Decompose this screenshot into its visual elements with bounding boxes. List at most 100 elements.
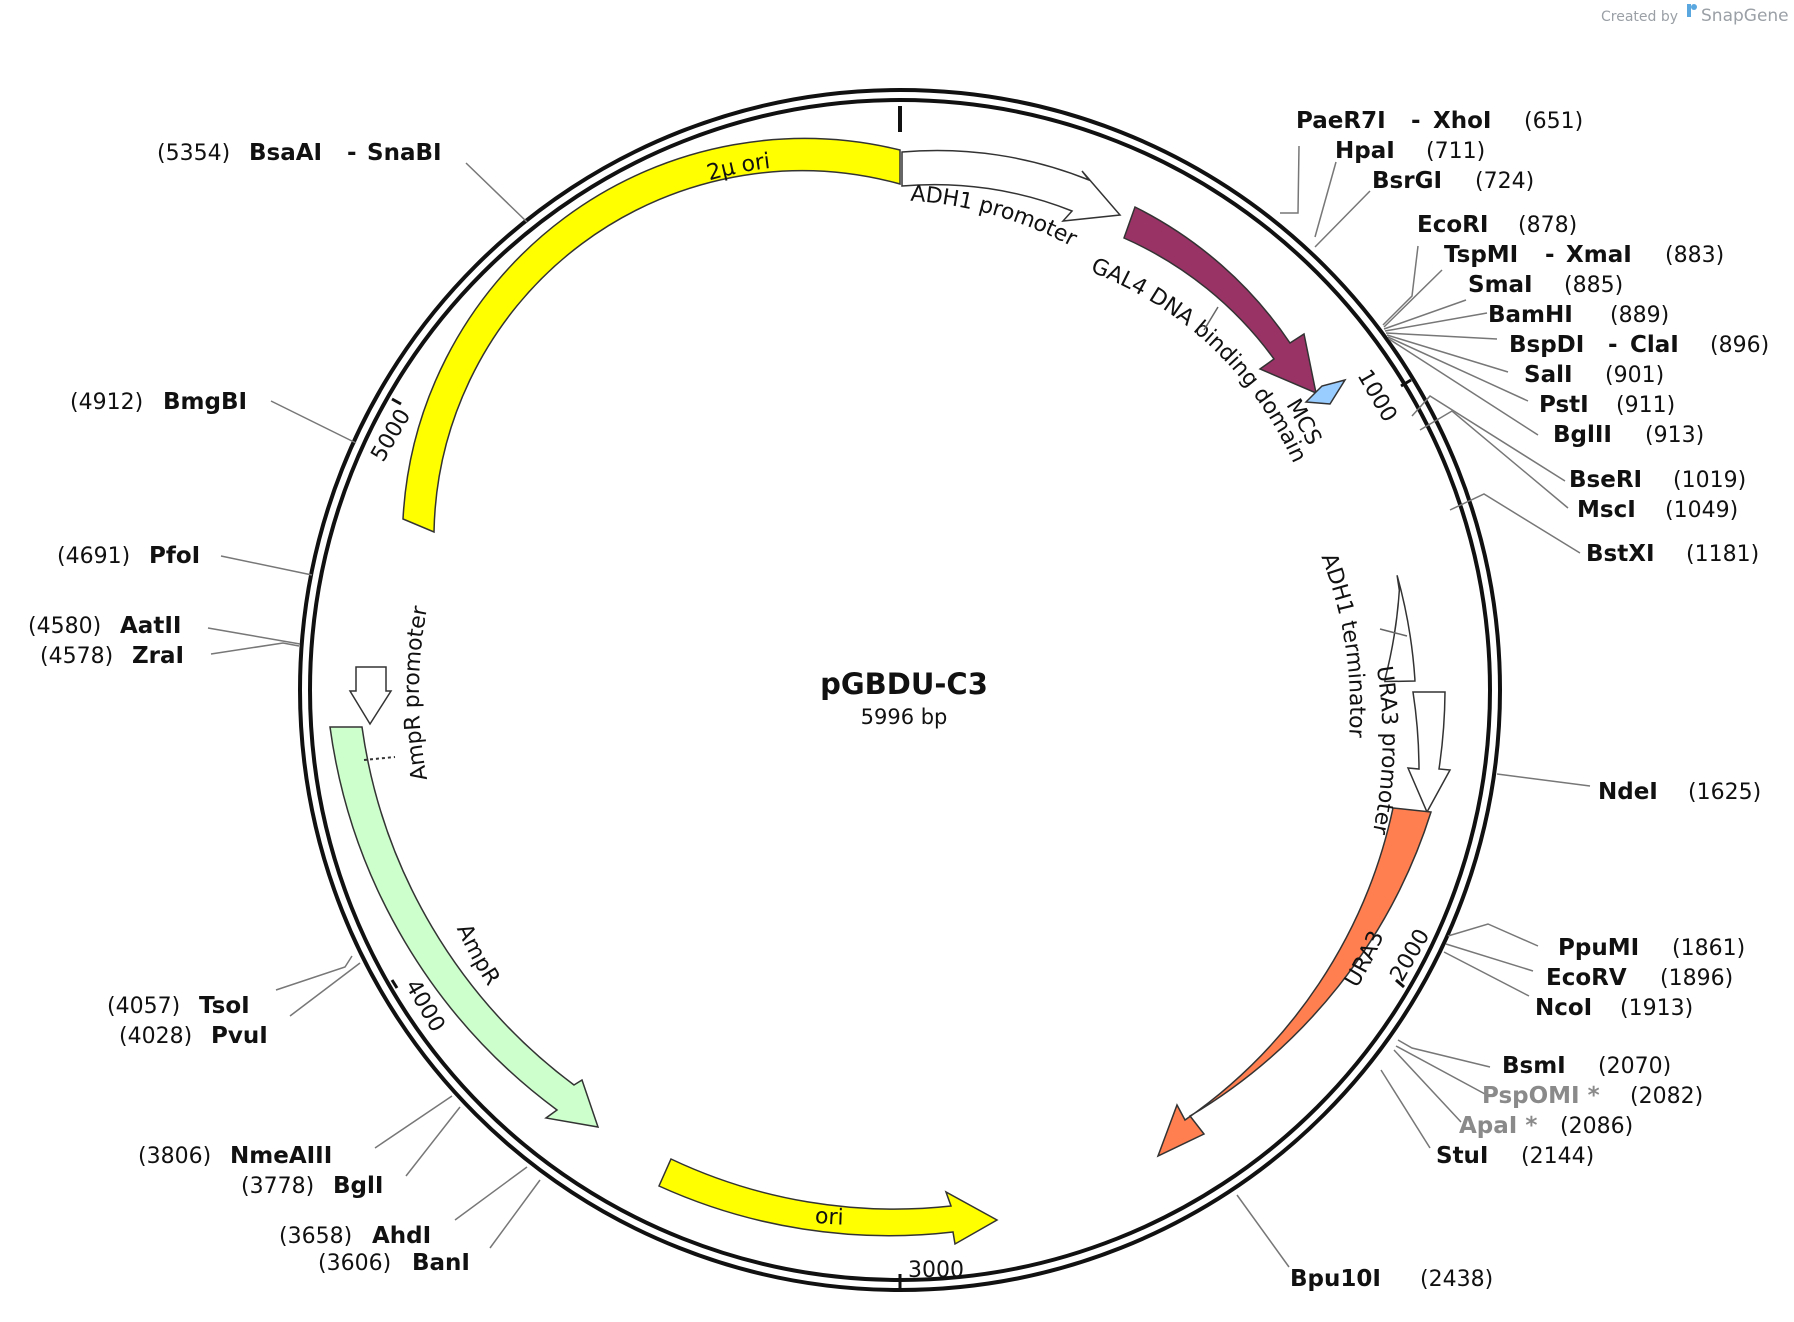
site-name: BstXI <box>1586 541 1655 567</box>
site-position: (901) <box>1605 363 1664 388</box>
site-name: TsoI <box>199 993 250 1019</box>
adh1-terminator-label-leader <box>1379 628 1408 637</box>
site-position: (896) <box>1710 333 1769 358</box>
site-ppumi[interactable]: PpuMI (1861) <box>1558 935 1745 961</box>
site-separator: - <box>1608 332 1618 358</box>
site-bstxi[interactable]: BstXI (1181) <box>1586 541 1759 567</box>
feature-gal4-dna-binding-domain[interactable] <box>1123 205 1318 395</box>
feature-ori[interactable] <box>658 1157 999 1246</box>
site-hpai[interactable]: HpaI (711) <box>1335 138 1485 164</box>
site-position: (2070) <box>1598 1054 1671 1079</box>
site-separator: - <box>1545 242 1555 268</box>
site-name: NcoI <box>1535 995 1592 1021</box>
site-bmgbi[interactable]: (4912) BmgBI <box>70 389 247 415</box>
site-position: (724) <box>1475 169 1534 194</box>
site-apai[interactable]: ApaI * (2086) <box>1459 1113 1633 1139</box>
site-ecori[interactable]: EcoRI (878) <box>1417 212 1577 238</box>
site-ahdi[interactable]: (3658) AhdI <box>279 1223 431 1249</box>
site-zrai[interactable]: (4578) ZraI <box>40 643 184 669</box>
site-psti[interactable]: PstI (911) <box>1539 392 1675 418</box>
site-name: BmgBI <box>163 389 247 415</box>
site-name: NmeAIII <box>230 1143 332 1169</box>
site-ndei[interactable]: NdeI (1625) <box>1598 779 1761 805</box>
site-name: BsrGI <box>1372 168 1442 194</box>
feature-adh1-terminator[interactable] <box>1383 575 1416 683</box>
site-stui[interactable]: StuI (2144) <box>1436 1143 1594 1169</box>
site-position: (1625) <box>1688 780 1761 805</box>
site-name-2: XmaI <box>1566 242 1632 268</box>
tick-2000 <box>1395 978 1405 989</box>
site-aatii[interactable]: (4580) AatII <box>28 613 181 639</box>
site-beseri[interactable]: BseRI (1019) <box>1569 467 1746 493</box>
site-bglii[interactable]: BglII (913) <box>1553 422 1704 448</box>
plasmid-size: 5996 bp <box>861 705 948 729</box>
site-name: HpaI <box>1335 138 1395 164</box>
site-tsoi[interactable]: (4057) TsoI <box>107 993 250 1019</box>
site-smai[interactable]: SmaI (885) <box>1468 272 1623 298</box>
site-position: (883) <box>1665 243 1724 268</box>
feature-ampr-promoter[interactable] <box>348 666 393 726</box>
plasmid-name: pGBDU-C3 <box>820 667 988 701</box>
site-name: NdeI <box>1598 779 1658 805</box>
site-tspmi-xmai[interactable]: TspMI - XmaI (883) <box>1444 242 1724 268</box>
ampr-promoter-divider <box>363 756 396 761</box>
site-position: (1181) <box>1686 542 1759 567</box>
site-position: (4912) <box>70 390 143 415</box>
site-position: (3778) <box>241 1174 314 1199</box>
feature-2u-ori[interactable] <box>402 137 901 534</box>
feature-ura3-promoter[interactable] <box>1406 691 1452 814</box>
site-name: BglI <box>333 1173 383 1199</box>
site-position: (3606) <box>318 1251 391 1276</box>
credit-brand: SnapGene <box>1701 6 1789 26</box>
site-name: BsmI <box>1502 1053 1566 1079</box>
site-name: PspOMI * <box>1482 1083 1600 1109</box>
site-msci[interactable]: MscI (1049) <box>1577 497 1738 523</box>
site-pvui[interactable]: (4028) PvuI <box>119 1023 268 1049</box>
site-bsaai-snabi[interactable]: (5354) BsaAI - SnaBI <box>157 140 442 166</box>
site-bani[interactable]: (3606) BanI <box>318 1250 470 1276</box>
site-position: (4580) <box>28 614 101 639</box>
site-position: (4057) <box>107 994 180 1019</box>
site-name: TspMI <box>1444 242 1518 268</box>
site-ecorv[interactable]: EcoRV (1896) <box>1546 965 1733 991</box>
site-name: PaeR7I <box>1296 108 1386 134</box>
site-pfoi[interactable]: (4691) PfoI <box>57 543 200 569</box>
site-position: (1019) <box>1673 468 1746 493</box>
site-bamhi[interactable]: BamHI (889) <box>1488 302 1669 328</box>
site-nmeaiii[interactable]: (3806) NmeAIII <box>138 1143 332 1169</box>
site-position: (4578) <box>40 644 113 669</box>
site-name: SalI <box>1524 362 1573 388</box>
site-position: (878) <box>1518 213 1577 238</box>
site-bgli[interactable]: (3778) BglI <box>241 1173 383 1199</box>
site-bsrgi[interactable]: BsrGI (724) <box>1372 168 1534 194</box>
feature-adh1-promoter[interactable] <box>901 149 1122 222</box>
svg-text:ADH1 terminator: ADH1 terminator <box>1316 550 1369 739</box>
site-name-2: XhoI <box>1433 108 1491 134</box>
backbone-outer-ring <box>298 88 1502 1292</box>
feature-label-adh1-terminator: ADH1 terminator <box>1316 550 1369 739</box>
site-name: PfoI <box>149 543 200 569</box>
site-position: (1913) <box>1620 996 1693 1021</box>
feature-ura3[interactable] <box>1156 807 1432 1158</box>
feature-mcs[interactable] <box>1304 378 1347 405</box>
site-name: PstI <box>1539 392 1589 418</box>
site-name: AatII <box>120 613 181 639</box>
site-position: (2082) <box>1630 1084 1703 1109</box>
site-name: StuI <box>1436 1143 1489 1169</box>
site-position: (2086) <box>1560 1114 1633 1139</box>
site-bsmi[interactable]: BsmI (2070) <box>1502 1053 1671 1079</box>
site-paer7i-xhoi[interactable]: PaeR7I - XhoI (651) <box>1296 108 1583 134</box>
tick-5000 <box>391 397 402 406</box>
site-name: PpuMI <box>1558 935 1639 961</box>
site-bpu10i[interactable]: Bpu10I (2438) <box>1290 1266 1493 1292</box>
site-bspdi-clai[interactable]: BspDI - ClaI (896) <box>1509 332 1769 358</box>
site-name: EcoRV <box>1546 965 1627 991</box>
site-sali[interactable]: SalI (901) <box>1524 362 1664 388</box>
site-separator: - <box>347 140 357 166</box>
gal4-label-leader <box>1203 306 1219 331</box>
site-ncoi[interactable]: NcoI (1913) <box>1535 995 1693 1021</box>
site-name: BspDI <box>1509 332 1584 358</box>
feature-ampr[interactable] <box>329 726 600 1128</box>
site-pspomi[interactable]: PspOMI * (2082) <box>1482 1083 1703 1109</box>
